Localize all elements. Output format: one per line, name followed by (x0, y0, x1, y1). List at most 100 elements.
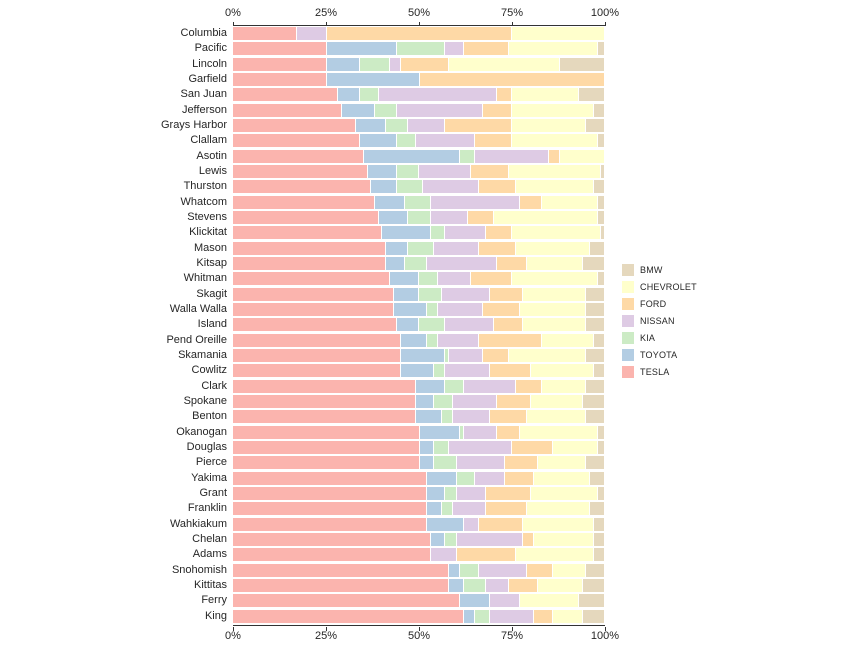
chart-row: Okanogan (38, 425, 604, 439)
bar-segment-toyota (362, 149, 460, 163)
axis-tick (511, 22, 513, 26)
bar-segment-kia (407, 211, 430, 225)
bar-segment-chevrolet (529, 395, 582, 409)
bar-track (233, 517, 604, 531)
bar-segment-chevrolet (540, 333, 593, 347)
legend-swatch (622, 348, 634, 361)
bar-segment-toyota (399, 333, 426, 347)
bar-track (233, 211, 604, 225)
bar-track (233, 241, 604, 255)
bar-segment-bmw (596, 441, 604, 455)
axis-tick (232, 627, 234, 631)
bar-segment-ford (481, 103, 512, 117)
chart-row: Thurston (38, 180, 604, 194)
bar-segment-chevrolet (533, 532, 593, 546)
chart-row: Walla Walla (38, 303, 604, 317)
bar-segment-ford (488, 287, 523, 301)
bar-segment-chevrolet (492, 211, 597, 225)
county-label: Island (197, 318, 227, 331)
bar-segment-nissan (414, 134, 475, 148)
bar-segment-chevrolet (518, 594, 578, 608)
bar-segment-toyota (418, 425, 460, 439)
bar-segment-nissan (418, 165, 471, 179)
bar-track (233, 333, 604, 347)
bar-segment-chevrolet (518, 425, 597, 439)
county-label: Okanogan (176, 425, 227, 438)
chart-row: Whitman (38, 272, 604, 286)
county-label: Lewis (198, 165, 227, 178)
bar-segment-toyota (325, 42, 397, 56)
bar-segment-toyota (425, 487, 445, 500)
bar-segment-nissan (463, 379, 515, 393)
bar-track (233, 287, 604, 301)
bar-segment-nissan (437, 272, 471, 286)
bar-segment-kia (463, 578, 486, 592)
bar-segment-chevrolet (514, 241, 590, 255)
bar-segment-tesla (233, 287, 393, 301)
axis-tick (418, 22, 420, 26)
bar-track (233, 532, 604, 546)
bar-segment-toyota (325, 73, 419, 87)
bar-segment-ford (477, 333, 541, 347)
x-axis-bottom (232, 625, 606, 631)
bar-segment-nissan (433, 241, 478, 255)
bar-segment-nissan (437, 303, 482, 317)
county-label: Wahkiakum (169, 517, 227, 530)
x-axis-bottom-labels: 0% 25% 50% 75% 100% (225, 630, 619, 644)
bar-segment-chevrolet (529, 364, 593, 378)
bar-segment-toyota (370, 180, 397, 194)
bar-segment-chevrolet (526, 502, 590, 516)
bar-segment-bmw (581, 609, 604, 623)
legend-label: KIA (640, 332, 656, 343)
county-label: Thurston (183, 180, 227, 193)
bar-segment-nissan (451, 395, 497, 409)
bar-segment-kia (444, 379, 463, 393)
bar-segment-ford (444, 119, 512, 133)
chart-row: Snohomish (38, 563, 604, 577)
legend-swatch (622, 331, 634, 344)
chart-row: King (38, 609, 604, 623)
bar-segment-bmw (589, 471, 604, 485)
axis-tick-label: 100% (590, 630, 620, 642)
legend-item-toyota: TOYOTA (622, 346, 697, 363)
bar-segment-tesla (233, 395, 415, 409)
axis-tick-label: 50% (407, 7, 431, 19)
county-label: Chelan (192, 532, 227, 545)
bar-segment-tesla (233, 318, 397, 332)
bar-segment-toyota (366, 165, 397, 179)
bar-track (233, 318, 604, 332)
county-label: Asotin (196, 149, 227, 162)
chart-row: Mason (38, 241, 604, 255)
bar-segment-chevrolet (537, 456, 586, 470)
chart-row: San Juan (38, 88, 604, 102)
bar-track (233, 165, 604, 179)
bar-segment-kia (433, 441, 449, 455)
axis-tick (511, 627, 513, 631)
bar-segment-ford (399, 57, 449, 71)
bar-segment-kia (359, 88, 378, 102)
bar-segment-toyota (448, 563, 460, 577)
bar-segment-toyota (459, 594, 489, 608)
legend-swatch (622, 263, 634, 276)
axis-tick (418, 627, 420, 631)
county-label: Clark (201, 379, 227, 392)
bar-track (233, 303, 604, 317)
bar-segment-bmw (596, 134, 604, 148)
bar-segment-chevrolet (511, 134, 597, 148)
bar-segment-ford (548, 149, 560, 163)
bar-track (233, 456, 604, 470)
bar-segment-ford (496, 88, 512, 102)
bar-segment-toyota (385, 241, 408, 255)
chart-row: Benton (38, 410, 604, 424)
bar-segment-nissan (488, 594, 519, 608)
bar-segment-toyota (399, 364, 434, 378)
bar-segment-nissan (451, 502, 486, 516)
bar-segment-kia (429, 226, 445, 240)
bar-segment-chevrolet (514, 548, 593, 562)
bar-segment-toyota (429, 532, 445, 546)
bar-segment-chevrolet (507, 349, 586, 363)
bar-segment-kia (425, 333, 438, 347)
legend-item-tesla: TESLA (622, 363, 697, 380)
bar-track (233, 257, 604, 271)
